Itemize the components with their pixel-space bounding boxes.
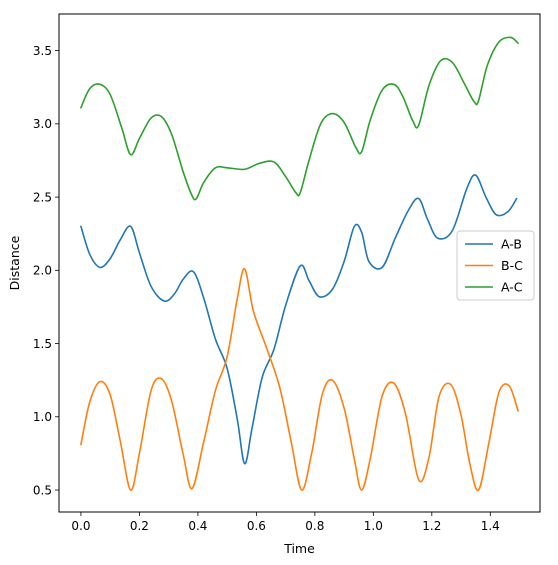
y-tick-label: 1.0 — [33, 410, 52, 424]
legend-box — [456, 230, 535, 301]
x-axis: 0.0 0.2 0.4 0.6 0.8 1.0 1.2 1.4 — [71, 512, 500, 533]
x-axis-label: Time — [283, 541, 315, 556]
series-line-a-b — [80, 174, 518, 465]
x-tick-label: 0.4 — [188, 519, 207, 533]
y-axis: 0.5 1.0 1.5 2.0 2.5 3.0 3.5 — [33, 44, 59, 497]
x-tick-label: 1.4 — [481, 519, 500, 533]
legend-label-b-c: B-C — [501, 258, 523, 273]
legend: A-B B-C A-C — [456, 230, 535, 301]
x-tick-label: 0.8 — [305, 519, 324, 533]
y-tick-label: 0.5 — [33, 483, 52, 497]
x-tick-label: 1.0 — [364, 519, 383, 533]
y-tick-label: 3.0 — [33, 117, 52, 131]
legend-label-a-c: A-C — [501, 280, 523, 295]
y-tick-label: 1.5 — [33, 337, 52, 351]
series-line-a-c — [80, 36, 519, 201]
y-tick-label: 2.5 — [33, 190, 52, 204]
x-tick-label: 0.2 — [130, 519, 149, 533]
y-axis-label: Distance — [7, 235, 22, 290]
x-tick-label: 0.6 — [247, 519, 266, 533]
x-tick-label: 0.0 — [71, 519, 90, 533]
x-tick-label: 1.2 — [422, 519, 441, 533]
legend-label-a-b: A-B — [501, 237, 522, 252]
series-line-b-c — [80, 268, 519, 492]
axes-frame — [58, 13, 541, 513]
y-tick-label: 3.5 — [33, 44, 52, 58]
y-tick-label: 2.0 — [33, 264, 52, 278]
series-layer — [80, 36, 519, 492]
